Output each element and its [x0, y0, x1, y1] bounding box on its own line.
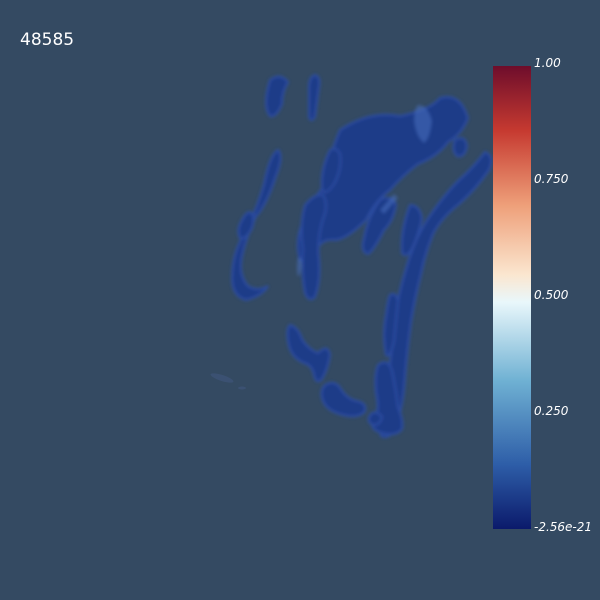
frame-number-label: 48585 — [20, 30, 75, 50]
colorbar-tick-label: 0.500 — [534, 288, 569, 302]
colorbar-tick-label: 0.750 — [534, 172, 569, 186]
colorbar-tick-label: 0.250 — [534, 404, 569, 418]
colorbar-max-label: 1.00 — [534, 56, 561, 70]
scalar-colorbar — [493, 66, 531, 529]
colorbar-min-label: -2.56e-21 — [534, 520, 593, 534]
colorbar-gradient — [493, 66, 531, 529]
